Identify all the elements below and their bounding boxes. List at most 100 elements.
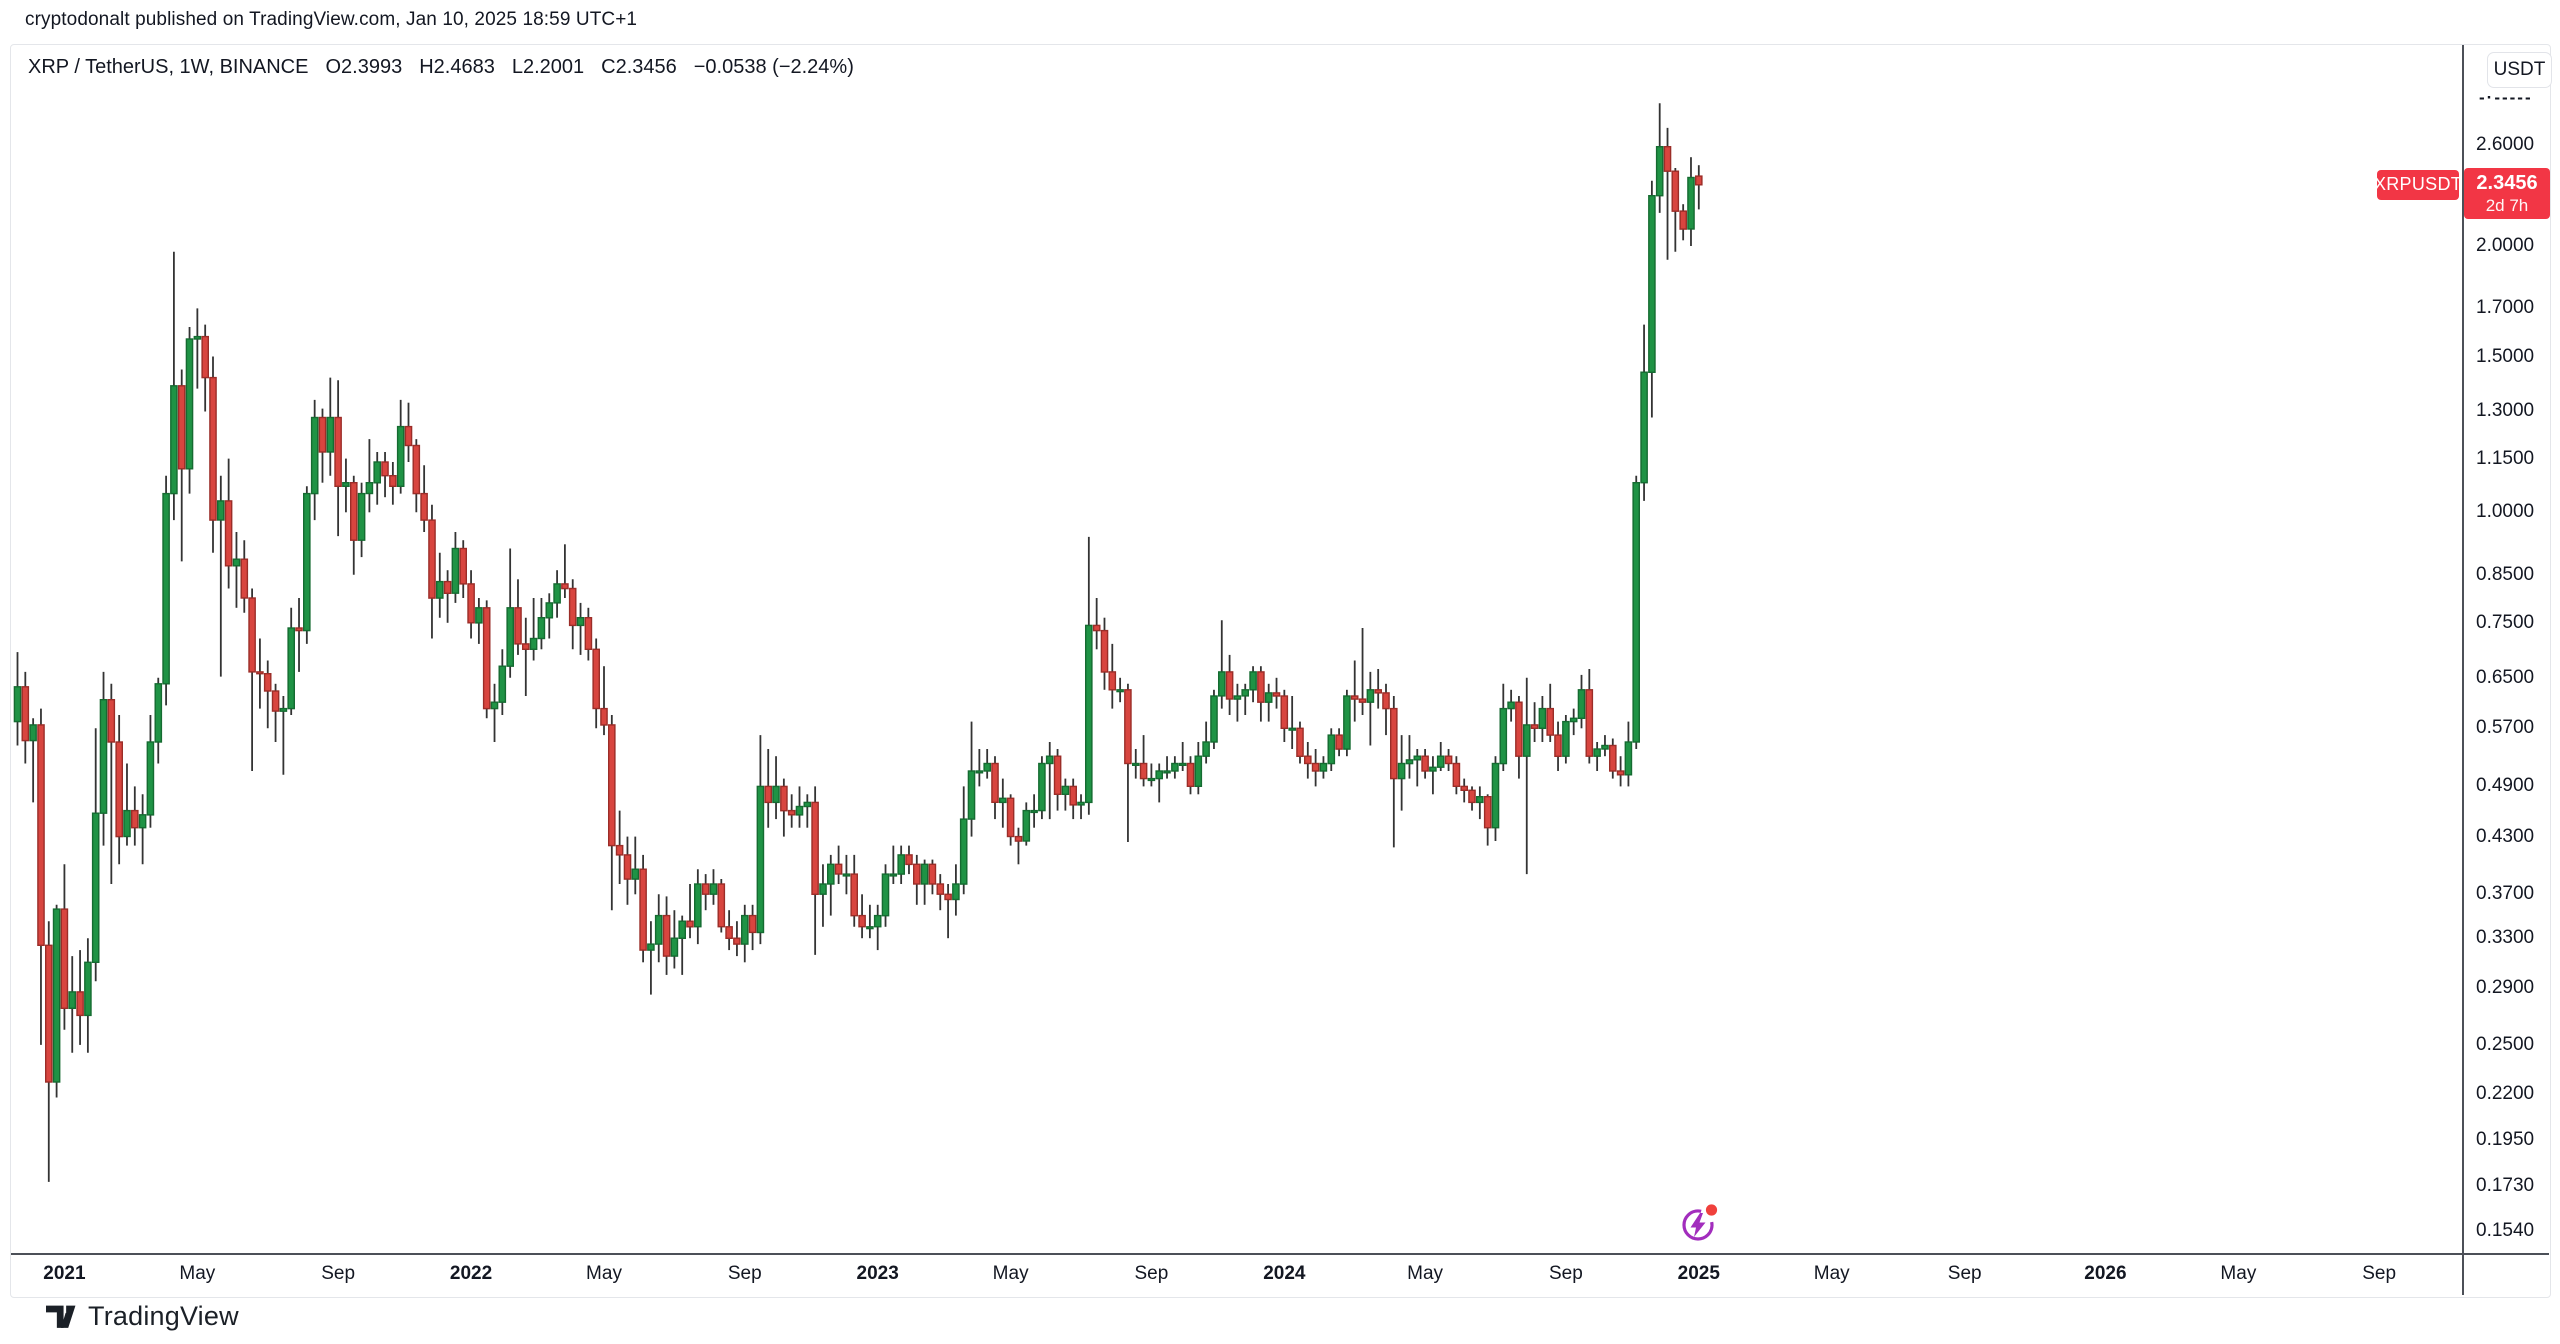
- candle-body: [1640, 371, 1648, 484]
- candle-body: [983, 762, 991, 772]
- time-tick-year-label: 2025: [1677, 1263, 1720, 1284]
- candle-body: [827, 863, 835, 885]
- candle: [138, 794, 147, 865]
- candle-body: [154, 683, 163, 743]
- candle-body: [991, 762, 999, 803]
- candle: [803, 794, 812, 828]
- candle-body: [1632, 482, 1640, 743]
- candle-body: [1429, 766, 1437, 772]
- candle: [811, 786, 819, 955]
- candle-body: [279, 707, 288, 712]
- candle-body: [1530, 724, 1539, 730]
- candle-body: [240, 558, 249, 599]
- candle: [1077, 794, 1085, 820]
- candle-body: [1483, 796, 1492, 829]
- candle: [1499, 683, 1508, 771]
- candle-body: [623, 854, 632, 880]
- price-tick-label: 0.3700: [2476, 883, 2535, 905]
- candle-body: [1624, 741, 1633, 776]
- candle-body: [881, 873, 890, 917]
- price-tick-label: 0.1540: [2476, 1220, 2535, 1242]
- candle: [1311, 749, 1320, 787]
- candle: [1429, 756, 1437, 795]
- candle: [52, 904, 61, 1098]
- price-tick-label: 0.3300: [2476, 927, 2535, 949]
- candle: [662, 896, 671, 975]
- tradingview-logo-link[interactable]: TradingView: [46, 1301, 239, 1332]
- candle: [1374, 669, 1382, 709]
- time-tick-year-label: 2024: [1263, 1263, 1306, 1284]
- candle: [795, 786, 804, 828]
- candle: [107, 683, 116, 884]
- candle: [623, 836, 632, 905]
- candle: [905, 845, 913, 875]
- candle: [1366, 671, 1375, 746]
- candle-body: [1499, 707, 1508, 765]
- candle: [1131, 749, 1140, 779]
- candle-body: [568, 587, 577, 627]
- candle: [1530, 702, 1539, 742]
- candle: [920, 859, 929, 905]
- candle-body: [482, 607, 491, 710]
- candle: [1092, 598, 1101, 650]
- candle-body: [506, 607, 515, 667]
- candle: [975, 749, 984, 787]
- currency-toggle-button[interactable]: USDT: [2487, 52, 2552, 88]
- candle-body: [897, 854, 905, 875]
- candle-body: [170, 385, 178, 495]
- candle: [952, 864, 960, 916]
- candle: [60, 864, 69, 1030]
- candle: [1624, 721, 1633, 787]
- candle: [1694, 165, 1703, 210]
- candle-body: [1108, 671, 1117, 691]
- candle-body: [709, 883, 718, 895]
- candle-body: [1053, 755, 1062, 796]
- candle: [592, 638, 600, 729]
- candle-body: [1468, 789, 1476, 804]
- candle-body: [1163, 770, 1171, 774]
- candle: [983, 749, 991, 779]
- candle: [1679, 204, 1687, 241]
- candle-body: [1217, 671, 1226, 697]
- candle: [68, 956, 76, 1053]
- candle: [1022, 802, 1031, 846]
- candle: [334, 380, 342, 537]
- candle-body: [146, 741, 155, 816]
- candle: [1217, 620, 1226, 709]
- candle: [959, 786, 968, 895]
- candle: [1468, 786, 1476, 811]
- candle: [482, 600, 491, 719]
- candle-body: [561, 583, 569, 590]
- candle-body: [537, 617, 546, 640]
- candle: [1116, 677, 1124, 703]
- candle-body: [52, 908, 61, 1083]
- candle: [1577, 674, 1586, 729]
- candle: [1475, 786, 1484, 820]
- price-tick-label: 1.7000: [2476, 297, 2535, 319]
- candle-body: [1171, 762, 1179, 772]
- candle-body: [944, 893, 952, 901]
- candle-body: [1249, 671, 1257, 691]
- legend-high-value: H2.4683: [419, 56, 495, 78]
- candle-body: [1131, 762, 1140, 766]
- candle: [1163, 756, 1171, 779]
- candle-body: [545, 602, 554, 619]
- candle-body: [670, 937, 679, 957]
- event-flash-icon[interactable]: [1678, 1198, 1722, 1244]
- candle-body: [256, 671, 264, 675]
- candle-body: [498, 665, 507, 703]
- candle: [889, 845, 898, 884]
- candle-body: [130, 809, 139, 829]
- candle: [1569, 708, 1578, 736]
- candle-body: [1327, 734, 1336, 765]
- candle-body: [1444, 755, 1453, 765]
- price-tick-label: 0.2900: [2476, 976, 2535, 998]
- candle: [279, 696, 288, 775]
- candle: [146, 715, 155, 828]
- candle: [709, 869, 718, 905]
- candle-body: [1663, 145, 1672, 172]
- price-tick-label: 1.5000: [2476, 345, 2535, 367]
- candle: [1593, 742, 1601, 771]
- candle: [725, 910, 733, 951]
